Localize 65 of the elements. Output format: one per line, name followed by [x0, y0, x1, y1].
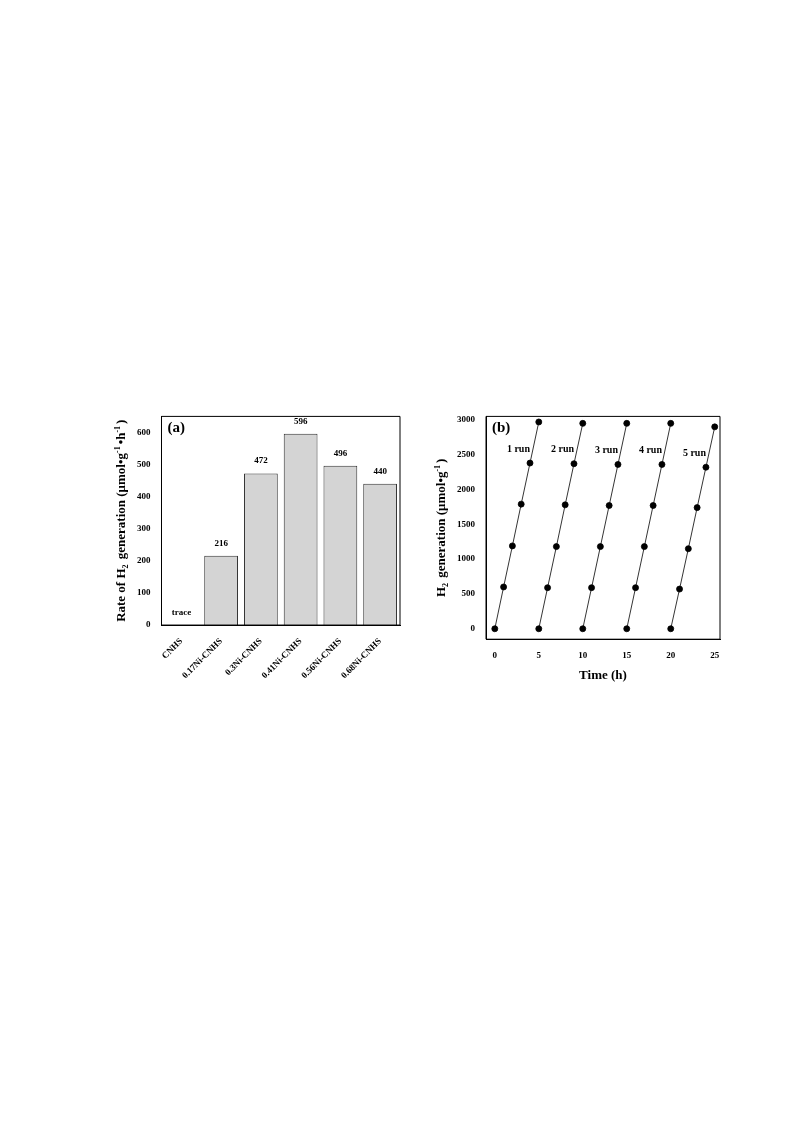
point — [702, 463, 710, 471]
point — [588, 584, 595, 592]
data-label: 216 — [214, 537, 229, 548]
x-tick-label: 15 — [622, 649, 632, 660]
point — [508, 542, 516, 550]
data-label: trace — [171, 606, 192, 617]
point — [623, 625, 631, 633]
x-axis-title: Time (h) — [579, 667, 627, 683]
point — [605, 502, 613, 509]
point — [649, 502, 657, 509]
point — [579, 419, 587, 427]
data-label: 472 — [254, 455, 269, 466]
point — [596, 543, 604, 550]
point — [526, 459, 534, 467]
point — [535, 418, 543, 426]
y-tick-label: 0 — [146, 619, 151, 630]
y-tick-label: 2000 — [457, 483, 476, 494]
x-tick-label: 10 — [578, 649, 588, 660]
x-tick-label: 25 — [710, 649, 720, 660]
data-label: 440 — [373, 465, 388, 476]
point — [517, 500, 525, 508]
y-tick-label: 300 — [137, 523, 151, 534]
point — [623, 419, 631, 427]
point — [544, 584, 551, 592]
x-tick-label: 20 — [666, 649, 676, 660]
annotation: (a) — [167, 418, 185, 436]
point — [658, 461, 666, 468]
point — [667, 625, 675, 633]
annotation: (b) — [492, 418, 511, 436]
x-tick-label: 5 — [536, 649, 542, 660]
point — [684, 545, 692, 553]
y-tick-label: 100 — [137, 587, 151, 598]
y-tick-label: 1500 — [457, 518, 476, 529]
point — [500, 583, 507, 591]
y-tick-label: 400 — [137, 490, 151, 501]
y-tick-label: 600 — [137, 426, 151, 437]
point — [614, 461, 622, 468]
series-label: 4 run — [638, 444, 663, 456]
point — [579, 625, 587, 633]
point — [491, 625, 499, 633]
point — [711, 423, 719, 431]
point — [667, 419, 675, 427]
point — [693, 504, 701, 512]
y-tick-label: 200 — [137, 555, 151, 566]
y-tick-label: 500 — [461, 588, 476, 599]
point — [640, 543, 648, 550]
point — [552, 543, 560, 550]
series-label: 1 run — [506, 442, 531, 454]
point — [535, 625, 543, 633]
y-tick-label: 3000 — [457, 414, 476, 425]
y-tick-label: 0 — [470, 623, 476, 634]
point — [570, 460, 578, 468]
series-label: 2 run — [550, 443, 575, 455]
y-axis-title: H2 generation (μmol•g-1) — [432, 458, 450, 598]
y-tick-label: 500 — [137, 458, 151, 469]
data-label: 496 — [333, 447, 348, 458]
y-tick-label: 2500 — [457, 449, 476, 460]
data-label: 596 — [293, 415, 308, 426]
point — [676, 585, 683, 593]
point — [632, 584, 639, 592]
point — [561, 501, 569, 509]
y-tick-label: 1000 — [457, 553, 476, 564]
x-tick-label: 0 — [492, 649, 498, 660]
series-label: 5 run — [682, 446, 707, 458]
series-label: 3 run — [594, 444, 619, 456]
